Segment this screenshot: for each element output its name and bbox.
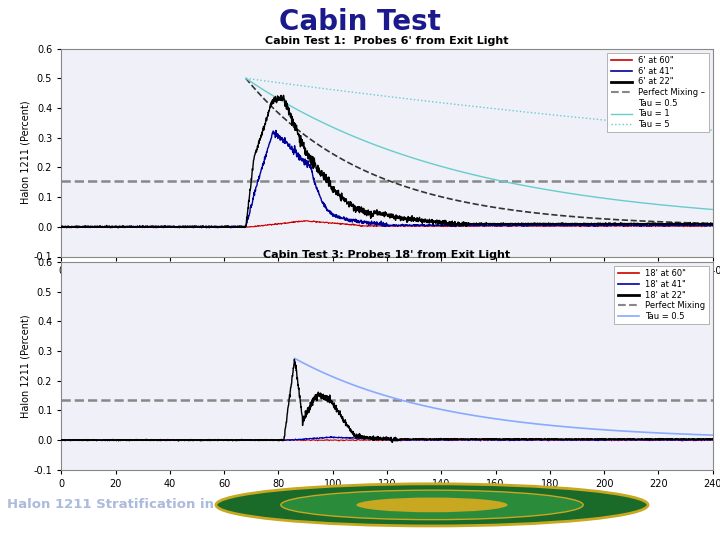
Circle shape (216, 484, 648, 526)
Legend: 6' at 60", 6' at 41", 6' at 22", Perfect Mixing –, Tau = 0.5, Tau = 1, Tau = 5: 6' at 60", 6' at 41", 6' at 22", Perfect… (608, 53, 708, 132)
Text: Federal Aviation
Administration: Federal Aviation Administration (479, 494, 575, 516)
Text: 17: 17 (621, 497, 639, 512)
Title: Cabin Test 1:  Probes 6' from Exit Light: Cabin Test 1: Probes 6' from Exit Light (265, 36, 509, 46)
X-axis label: Time ( Seconds): Time ( Seconds) (342, 495, 432, 504)
Legend: 18' at 60", 18' at 41", 18' at 22", Perfect Mixing, Tau = 0.5: 18' at 60", 18' at 41", 18' at 22", Perf… (614, 266, 708, 325)
Text: Halon 1211 Stratification in Aircraft: Halon 1211 Stratification in Aircraft (7, 498, 276, 511)
Text: 17: 17 (671, 497, 690, 512)
Text: Cabin Test: Cabin Test (279, 8, 441, 36)
Circle shape (281, 490, 583, 519)
Title: Cabin Test 3: Probes 18' from Exit Light: Cabin Test 3: Probes 18' from Exit Light (264, 249, 510, 260)
Circle shape (356, 497, 508, 512)
X-axis label: Time ( Seconds): Time ( Seconds) (342, 281, 432, 291)
Y-axis label: Halon 1211 (Percent): Halon 1211 (Percent) (21, 101, 31, 204)
Y-axis label: Halon 1211 (Percent): Halon 1211 (Percent) (21, 314, 31, 417)
